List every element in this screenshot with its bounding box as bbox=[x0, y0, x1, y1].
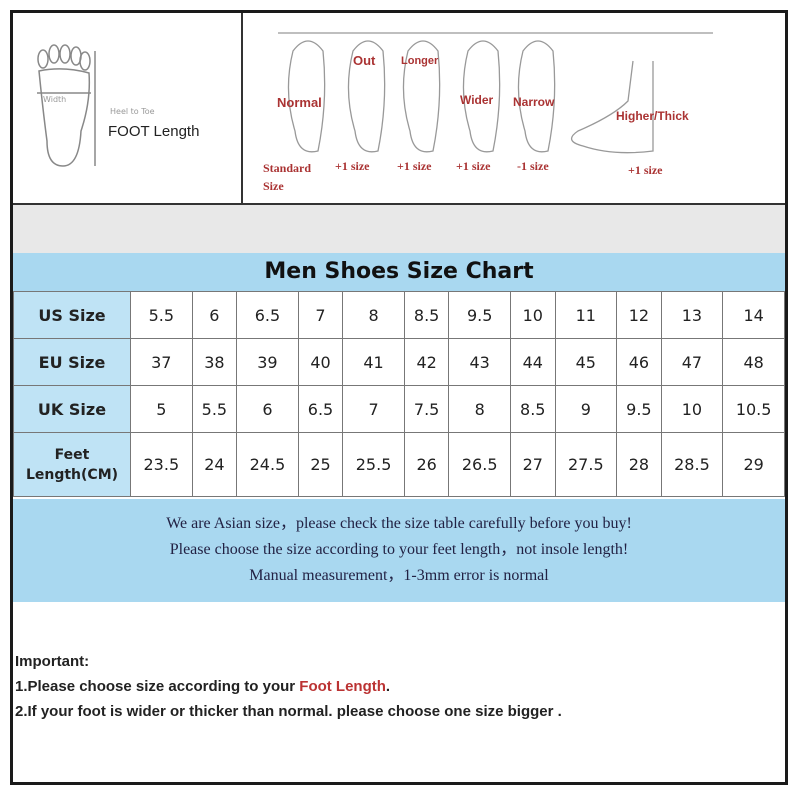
table-cell: 37 bbox=[130, 338, 193, 386]
foot-guide: Width Heel to Toe FOOT Length Normal Out… bbox=[13, 13, 785, 205]
table-cell: 44 bbox=[510, 338, 556, 386]
table-cell: 24 bbox=[191, 432, 238, 497]
row-header: US Size bbox=[13, 291, 131, 339]
important-line-1: 1.Please choose size according to your F… bbox=[15, 674, 562, 699]
foot-outline-icon bbox=[37, 44, 96, 167]
table-cell: 5.5 bbox=[191, 385, 238, 433]
line1-text: 1.Please choose size according to your bbox=[15, 678, 300, 695]
table-row: US Size 5.5 6 6.5 7 8 8.5 9.5 10 11 12 13 14 bbox=[13, 291, 785, 339]
table-cell: 28 bbox=[616, 432, 662, 497]
size-table: US Size 5.5 6 6.5 7 8 8.5 9.5 10 11 12 13 14 EU Size 3… bbox=[13, 291, 785, 497]
important-section: Important: 1.Please choose size accordin… bbox=[15, 649, 562, 724]
table-cell: 41 bbox=[342, 338, 405, 386]
table-cell: 6.5 bbox=[297, 385, 344, 433]
adjust-longer: +1 size bbox=[397, 159, 432, 173]
note-line: We are Asian size，please check the size … bbox=[166, 515, 632, 532]
row-header: Feet Length(CM) bbox=[13, 432, 131, 497]
foot-types-illustration bbox=[278, 32, 713, 154]
table-cell: 11 bbox=[554, 291, 618, 339]
table-cell: 23.5 bbox=[130, 432, 193, 497]
table-row: EU Size 37 38 39 40 41 42 43 44 45 46 47 48 bbox=[13, 338, 785, 386]
table-cell: 39 bbox=[236, 338, 299, 386]
table-cell: 29 bbox=[722, 432, 785, 497]
table-cell: 12 bbox=[616, 291, 662, 339]
line1-suffix: . bbox=[385, 678, 391, 695]
note-line: Manual measurement，1-3mm error is normal bbox=[249, 567, 549, 584]
table-cell: 25 bbox=[297, 432, 344, 497]
foot-type-normal: Normal bbox=[277, 95, 322, 110]
table-cell: 13 bbox=[660, 291, 724, 339]
foot-type-narrow: Narrow bbox=[513, 95, 555, 109]
size-chart: Width Heel to Toe FOOT Length Normal Out… bbox=[10, 10, 788, 785]
table-cell: 27 bbox=[510, 432, 556, 497]
table-cell: 14 bbox=[722, 291, 785, 339]
table-cell: 40 bbox=[297, 338, 344, 386]
table-cell: 25.5 bbox=[342, 432, 405, 497]
heel-to-toe-label: Heel to Toe bbox=[110, 107, 155, 116]
foot-length-highlight: Foot Length bbox=[299, 678, 386, 695]
table-cell: 6 bbox=[236, 385, 299, 433]
table-cell: 6 bbox=[191, 291, 238, 339]
table-cell: 8 bbox=[342, 291, 405, 339]
table-cell: 8.5 bbox=[510, 385, 556, 433]
adjust-out: +1 size bbox=[335, 159, 370, 173]
row-header: EU Size bbox=[13, 338, 131, 386]
table-cell: 26.5 bbox=[448, 432, 511, 497]
foot-type-higher-thick: Higher/Thick bbox=[616, 109, 689, 123]
table-cell: 10.5 bbox=[722, 385, 785, 433]
adjust-narrow: -1 size bbox=[517, 159, 549, 173]
table-cell: 10 bbox=[660, 385, 724, 433]
table-cell: 8.5 bbox=[403, 291, 450, 339]
table-cell: 42 bbox=[403, 338, 450, 386]
adjust-wider: +1 size bbox=[456, 159, 491, 173]
table-cell: 7 bbox=[297, 291, 344, 339]
table-cell: 45 bbox=[554, 338, 618, 386]
note-line: Please choose the size according to your… bbox=[169, 541, 629, 558]
chart-title: Men Shoes Size Chart bbox=[13, 253, 785, 292]
divider bbox=[241, 13, 243, 203]
table-cell: 47 bbox=[660, 338, 724, 386]
table-cell: 9.5 bbox=[448, 291, 511, 339]
table-cell: 28.5 bbox=[660, 432, 724, 497]
table-cell: 6.5 bbox=[236, 291, 299, 339]
important-heading: Important: bbox=[15, 653, 90, 670]
table-cell: 46 bbox=[616, 338, 662, 386]
table-cell: 27.5 bbox=[554, 432, 618, 497]
table-cell: 26 bbox=[403, 432, 450, 497]
spacer-band bbox=[13, 205, 785, 254]
table-cell: 9 bbox=[554, 385, 618, 433]
foot-type-out: Out bbox=[353, 53, 376, 68]
table-row: Feet Length(CM) 23.5 24 24.5 25 25.5 26 26.5 27 2… bbox=[13, 432, 785, 497]
table-cell: 24.5 bbox=[236, 432, 299, 497]
table-cell: 7 bbox=[342, 385, 405, 433]
width-label: Width bbox=[43, 95, 67, 104]
foot-type-wider: Wider bbox=[460, 93, 494, 107]
table-cell: 10 bbox=[510, 291, 556, 339]
adjust-higher-thick: +1 size bbox=[628, 163, 663, 177]
foot-type-longer: Longer bbox=[401, 55, 439, 67]
table-cell: 38 bbox=[191, 338, 238, 386]
table-cell: 5 bbox=[130, 385, 193, 433]
table-cell: 8 bbox=[448, 385, 511, 433]
table-cell: 7.5 bbox=[403, 385, 450, 433]
table-cell: 48 bbox=[722, 338, 785, 386]
table-row: UK Size 5 5.5 6 6.5 7 7.5 8 8.5 9 9.5 10 10.5 bbox=[13, 385, 785, 433]
foot-length-label: FOOT Length bbox=[108, 123, 200, 140]
important-line-2: 2.If your foot is wider or thicker than … bbox=[15, 703, 562, 720]
table-cell: 43 bbox=[448, 338, 511, 386]
table-cell: 9.5 bbox=[616, 385, 662, 433]
table-cell: 5.5 bbox=[130, 291, 193, 339]
adjust-normal: Standard Size bbox=[263, 161, 312, 193]
row-header: UK Size bbox=[13, 385, 131, 433]
size-notes: We are Asian size，please check the size … bbox=[13, 499, 785, 602]
